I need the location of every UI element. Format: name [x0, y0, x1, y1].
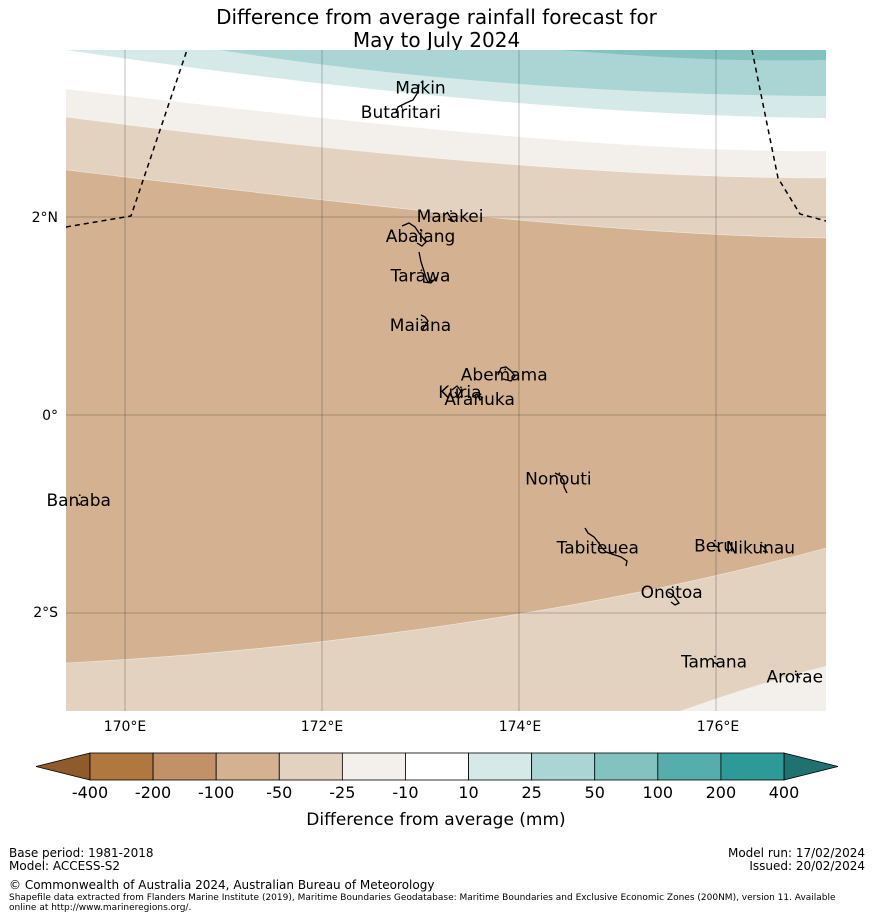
island-label: Abaiang: [386, 227, 456, 247]
island-label: Abemama: [461, 365, 548, 385]
model-run-text: Model run: 17/02/2024: [727, 846, 865, 860]
island-location-dot: [504, 368, 507, 371]
colorbar-segment: [89, 752, 154, 781]
island-location-dot: [460, 386, 462, 389]
band-south-minus-25-to-minus-10: [680, 666, 826, 711]
island-label: Tarawa: [390, 266, 451, 286]
island-label: Kuria: [438, 383, 481, 403]
tick-labels: 170°E 172°E 174°E 176°E 2°N 0° 2°S: [32, 210, 740, 735]
island-coastlines: [77, 83, 801, 679]
band-50-to-100: [560, 50, 826, 61]
island-label: Tabiteuea: [556, 539, 639, 559]
band-south-minus-50-to-minus-25: [66, 548, 826, 711]
lat-tick-0: 0°: [42, 408, 58, 424]
colorbar-tick-label: -50: [266, 783, 292, 802]
lon-tick-170e: 170°E: [104, 719, 147, 735]
island-location-dot: [794, 670, 797, 673]
island-location-dot: [597, 541, 600, 544]
island-location-dot: [479, 393, 482, 396]
band-25-to-50: [220, 50, 826, 96]
colorbar-tick-label: -10: [392, 783, 418, 802]
island-location-dot: [420, 229, 423, 232]
island-location-dot: [671, 586, 674, 589]
shapefile-credit-line-1: Shapefile data extracted from Flanders M…: [9, 893, 836, 903]
colorbar-tick-label: -100: [198, 783, 234, 802]
colorbar-segment: [152, 752, 217, 781]
colorbar-segment: [341, 752, 406, 781]
colorbar-label: Difference from average (mm): [306, 810, 565, 830]
colorbar-segment: [278, 752, 343, 781]
island-location-dot: [714, 539, 716, 542]
lon-tick-172e: 172°E: [301, 719, 344, 735]
colorbar: -400 -200 -100 -50 -25 -10 10 25 50 100 200 400: [35, 752, 839, 802]
island-label: Tamana: [680, 653, 747, 673]
lat-tick-2n: 2°N: [32, 210, 58, 226]
colorbar-tick-label: 100: [643, 783, 674, 802]
colorbar-tick-label: -400: [72, 783, 108, 802]
colorbar-under-arrow: [35, 752, 91, 781]
lon-tick-176e: 176°E: [697, 719, 740, 735]
colorbar-segment: [594, 752, 659, 781]
island-label: Banaba: [46, 491, 110, 511]
island-location-dot: [78, 494, 81, 497]
map-title-line-2: May to July 2024: [352, 28, 521, 52]
island-location-dot: [420, 269, 423, 272]
island-location-dot: [714, 655, 716, 658]
island-label: Beru: [694, 537, 734, 557]
island-label: Makin: [395, 78, 445, 98]
island-location-dot: [558, 472, 561, 475]
rainfall-anomaly-field: [66, 50, 826, 711]
graticule: [66, 50, 826, 711]
colorbar-segment: [215, 752, 280, 781]
colorbar-tick-label: 400: [769, 783, 800, 802]
colorbar-segment: [531, 752, 596, 781]
island-location-dot: [420, 319, 423, 321]
base-period-text: Base period: 1981-2018: [9, 846, 154, 860]
colorbar-segment: [405, 752, 469, 781]
colorbar-tick-label: 25: [521, 783, 541, 802]
colorbar-tick-label: -200: [135, 783, 171, 802]
lon-tick-174e: 174°E: [499, 719, 542, 735]
map-title-line-1: Difference from average rainfall forecas…: [216, 5, 657, 29]
island-label: Aranuka: [444, 390, 515, 410]
colorbar-tick-label: 200: [706, 783, 737, 802]
eez-boundary: [66, 50, 826, 228]
issued-text: Issued: 20/02/2024: [749, 859, 865, 873]
colorbar-segment: [720, 752, 785, 781]
colorbar-tick-label: 50: [585, 783, 605, 802]
island-location-dot: [450, 210, 452, 212]
colorbar-segment: [657, 752, 722, 781]
island-label: Arorae: [767, 667, 824, 687]
island-location-dot: [760, 541, 763, 544]
lat-tick-2s: 2°S: [33, 605, 58, 621]
island-location-dot: [400, 106, 403, 108]
island-label: Nikunau: [726, 539, 796, 559]
colorbar-segment: [468, 752, 533, 781]
island-label: Nonouti: [525, 469, 591, 489]
island-label: Marakei: [417, 207, 484, 227]
colorbar-over-arrow: [783, 752, 839, 781]
colorbar-tick-label: -25: [329, 783, 355, 802]
shapefile-credit-line-2: online at http://www.marineregions.org/.: [9, 903, 192, 913]
copyright-text: © Commonwealth of Australia 2024, Austra…: [9, 878, 435, 892]
model-text: Model: ACCESS-S2: [9, 859, 121, 873]
island-location-dot: [420, 81, 423, 84]
island-label: Maiana: [390, 316, 451, 336]
colorbar-tick-label: 10: [458, 783, 478, 802]
island-label: Onotoa: [641, 583, 703, 603]
island-label: Butaritari: [361, 103, 441, 123]
